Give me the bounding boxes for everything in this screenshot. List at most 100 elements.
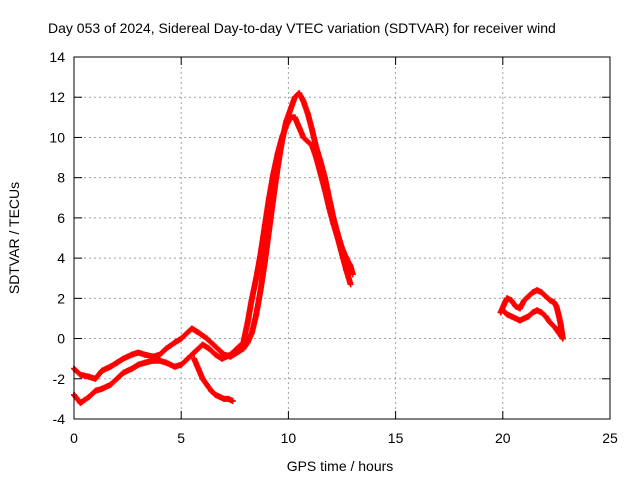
data-point — [321, 186, 328, 193]
data-point — [347, 281, 354, 288]
data-point — [150, 357, 157, 364]
y-tick-label: 2 — [57, 290, 65, 306]
data-point — [334, 235, 341, 241]
data-point — [191, 355, 198, 362]
data-point — [216, 393, 223, 400]
y-tick-label: 10 — [49, 129, 65, 145]
data-point — [195, 365, 202, 372]
data-point — [92, 375, 99, 382]
data-point — [253, 311, 260, 318]
data-point — [534, 287, 541, 294]
tick-layer: -4 -2 0 2 4 6 8 10 12 14 0 5 10 15 20 25 — [49, 49, 618, 446]
data-point — [521, 297, 528, 304]
plot-border — [73, 56, 611, 420]
data-point — [296, 90, 303, 97]
data-point — [128, 365, 135, 372]
data-point — [236, 343, 243, 350]
data-point — [557, 321, 564, 328]
data-point — [257, 251, 264, 258]
y-tick-label: 6 — [57, 210, 65, 226]
data-point — [92, 387, 99, 394]
data-point — [253, 275, 260, 282]
y-tick-label: 4 — [57, 250, 65, 266]
series-trace-b — [71, 114, 354, 406]
x-axis-label: GPS time / hours — [287, 458, 394, 474]
data-point — [257, 287, 264, 294]
y-tick-label: -4 — [53, 411, 66, 427]
data-point — [120, 355, 127, 362]
data-point — [542, 313, 549, 320]
data-point — [244, 319, 251, 326]
x-tick-label: 10 — [281, 430, 297, 446]
data-point — [135, 361, 142, 368]
data-point — [308, 126, 315, 133]
series-trace-d — [497, 287, 566, 342]
data-point — [516, 317, 523, 324]
data-point — [529, 289, 536, 296]
data-point — [141, 351, 148, 358]
data-point — [156, 351, 163, 358]
y-tick-label: 12 — [49, 89, 65, 105]
data-point — [291, 94, 298, 101]
data-point — [178, 335, 185, 342]
data-point — [199, 341, 206, 348]
data-point — [107, 381, 114, 388]
data-point — [326, 204, 333, 211]
data-point — [525, 313, 532, 320]
data-point — [229, 397, 236, 404]
data-point — [156, 357, 163, 364]
data-point — [113, 375, 120, 382]
x-tick-label: 0 — [70, 430, 78, 446]
data-point — [227, 351, 234, 358]
data-point — [512, 315, 519, 322]
x-tick-label: 20 — [495, 430, 511, 446]
data-point — [521, 315, 528, 322]
data-point — [555, 329, 562, 336]
data-point — [163, 345, 170, 352]
x-tick-label: 5 — [177, 430, 185, 446]
data-point — [171, 339, 178, 346]
data-point — [304, 110, 311, 117]
grid-layer — [74, 57, 610, 419]
data-point — [270, 170, 277, 177]
y-axis-label: SDTVAR / TECUs — [6, 182, 22, 294]
data-point — [308, 142, 315, 149]
data-point — [261, 222, 268, 229]
data-point — [499, 307, 506, 314]
data-point — [546, 319, 553, 326]
data-point — [274, 150, 281, 157]
data-point — [231, 347, 238, 354]
data-point — [313, 154, 320, 161]
data-point — [546, 297, 553, 304]
data-point — [283, 122, 290, 129]
data-point — [525, 293, 532, 300]
data-point — [135, 349, 142, 356]
x-tick-label: 15 — [388, 430, 404, 446]
data-point — [343, 267, 350, 274]
data-point — [538, 289, 545, 296]
data-point — [212, 391, 219, 398]
data-point — [501, 299, 508, 306]
y-tick-label: 14 — [49, 49, 65, 65]
data-layer — [71, 90, 566, 406]
data-point — [77, 371, 84, 378]
data-point — [193, 347, 200, 354]
data-point — [86, 373, 93, 380]
data-point — [347, 263, 354, 270]
data-point — [86, 393, 93, 400]
data-point — [107, 363, 114, 370]
data-point — [534, 307, 541, 314]
chart-title: Day 053 of 2024, Sidereal Day-to-day VTE… — [48, 20, 556, 36]
data-point — [248, 295, 255, 302]
data-point — [223, 353, 230, 360]
data-point — [98, 367, 105, 374]
data-point — [216, 347, 223, 354]
data-point — [291, 114, 298, 121]
data-point — [184, 355, 191, 362]
data-point — [212, 351, 219, 358]
data-point — [504, 295, 511, 302]
data-point — [529, 309, 536, 316]
data-point — [113, 359, 120, 366]
data-point — [210, 341, 217, 348]
data-point — [184, 329, 191, 336]
